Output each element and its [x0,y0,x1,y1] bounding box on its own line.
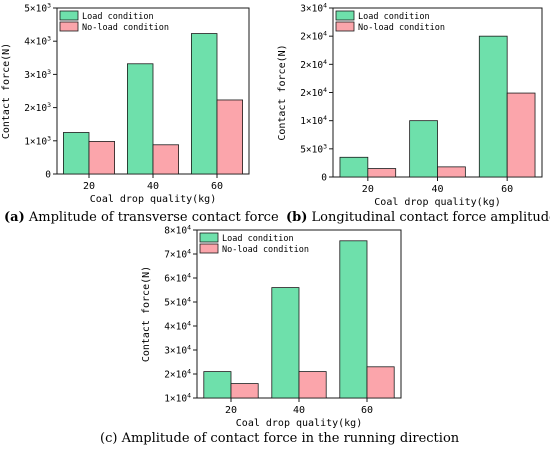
bar-noload-40 [298,371,327,399]
y-tick-label: 3×104 [300,2,327,15]
x-tick-label: 20 [225,405,237,416]
caption-a-text: Amplitude of transverse contact force [24,210,279,225]
bar-load-20 [63,132,90,175]
x-tick-label: 20 [83,181,95,192]
caption-b-id: (b) [286,210,308,225]
y-tick-label: 1×104 [300,114,327,127]
y-tick-label: 5×104 [164,296,191,309]
caption-b-text: Longitudinal contact force amplitude [307,210,550,225]
bar-load-40 [271,287,300,399]
legend-label-load: Load condition [358,12,430,22]
chart-2: 20 40 60 1×104 2×104 3×104 4×104 5×104 6×104 7×10… [141,224,402,429]
y-tick-label: 2×104 [300,30,327,43]
x-axis-label: Coal drop quality(kg) [236,418,362,429]
bar-load-60 [478,35,508,178]
bar-load-40 [409,120,438,178]
y-tick-label: 0 [321,173,327,184]
y-tick-label: 5×103 [24,2,51,15]
y-tick-label: 2×104 [300,86,327,99]
chart-0: 20 40 60 0 1×103 2×103 3×103 4×103 5×103 Coal dro… [1,2,250,205]
x-axis-label: Coal drop quality(kg) [374,197,500,208]
y-axis-label: Contact force(N) [141,266,152,362]
legend-swatch-load [199,232,219,243]
legend-label-noload: No-load condition [358,23,445,33]
caption-c: (c) Amplitude of contact force in the ru… [100,431,459,446]
bar-load-20 [339,156,369,178]
bar-noload-20 [230,383,259,399]
caption-a-id: (a) [4,210,25,225]
x-tick-label: 40 [147,181,159,192]
bar-noload-60 [506,92,536,178]
caption-c-text: Amplitude of contact force in the runnin… [117,431,460,446]
bar-noload-20 [367,168,397,178]
y-tick-label: 0 [45,170,51,181]
bar-load-40 [127,63,154,175]
y-tick-label: 2×104 [164,368,191,381]
caption-a: (a) Amplitude of transverse contact forc… [4,210,279,225]
y-tick-label: 1×103 [24,134,51,147]
legend-label-load: Load condition [82,12,154,22]
x-axis-label: Coal drop quality(kg) [90,194,216,205]
x-tick-label: 20 [362,184,374,195]
y-axis-label: Contact force(N) [277,44,288,140]
y-axis-label: Contact force(N) [1,43,12,139]
bar-load-60 [190,33,218,175]
legend-label-noload: No-load condition [222,245,309,255]
bar-noload-60 [216,99,244,175]
x-tick-label: 60 [361,405,373,416]
y-tick-label: 1×104 [164,392,191,405]
legend-swatch-load [335,10,355,21]
bar-load-60 [339,240,368,399]
x-tick-label: 40 [293,405,305,416]
legend-swatch-noload [59,21,79,32]
legend-swatch-load [59,10,79,21]
x-tick-label: 60 [211,181,223,192]
bar-noload-20 [88,141,116,175]
y-tick-label: 3×103 [24,68,51,81]
y-tick-label: 6×104 [164,272,191,285]
bar-noload-60 [366,366,395,399]
bar-noload-40 [152,144,180,175]
x-tick-label: 40 [431,184,443,195]
bar-noload-40 [437,166,466,178]
y-tick-label: 5×103 [300,142,327,155]
legend-label-load: Load condition [222,234,294,244]
y-tick-label: 3×104 [164,344,191,357]
y-tick-label: 8×104 [164,224,191,237]
chart-1: 20 40 60 0 5×103 1×104 2×104 2×104 2×104 3×104 Coa… [277,2,543,208]
legend-swatch-noload [199,243,219,254]
caption-c-id: (c) [100,431,118,446]
y-tick-label: 7×104 [164,248,191,261]
legend-swatch-noload [335,21,355,32]
y-tick-label: 4×103 [24,35,51,48]
y-tick-label: 4×104 [164,320,191,333]
x-tick-label: 60 [501,184,513,195]
bar-load-20 [203,371,232,399]
caption-b: (b) Longitudinal contact force amplitude [286,210,550,225]
y-tick-label: 2×103 [24,101,51,114]
y-tick-label: 2×104 [300,58,327,71]
legend-label-noload: No-load condition [82,23,169,33]
